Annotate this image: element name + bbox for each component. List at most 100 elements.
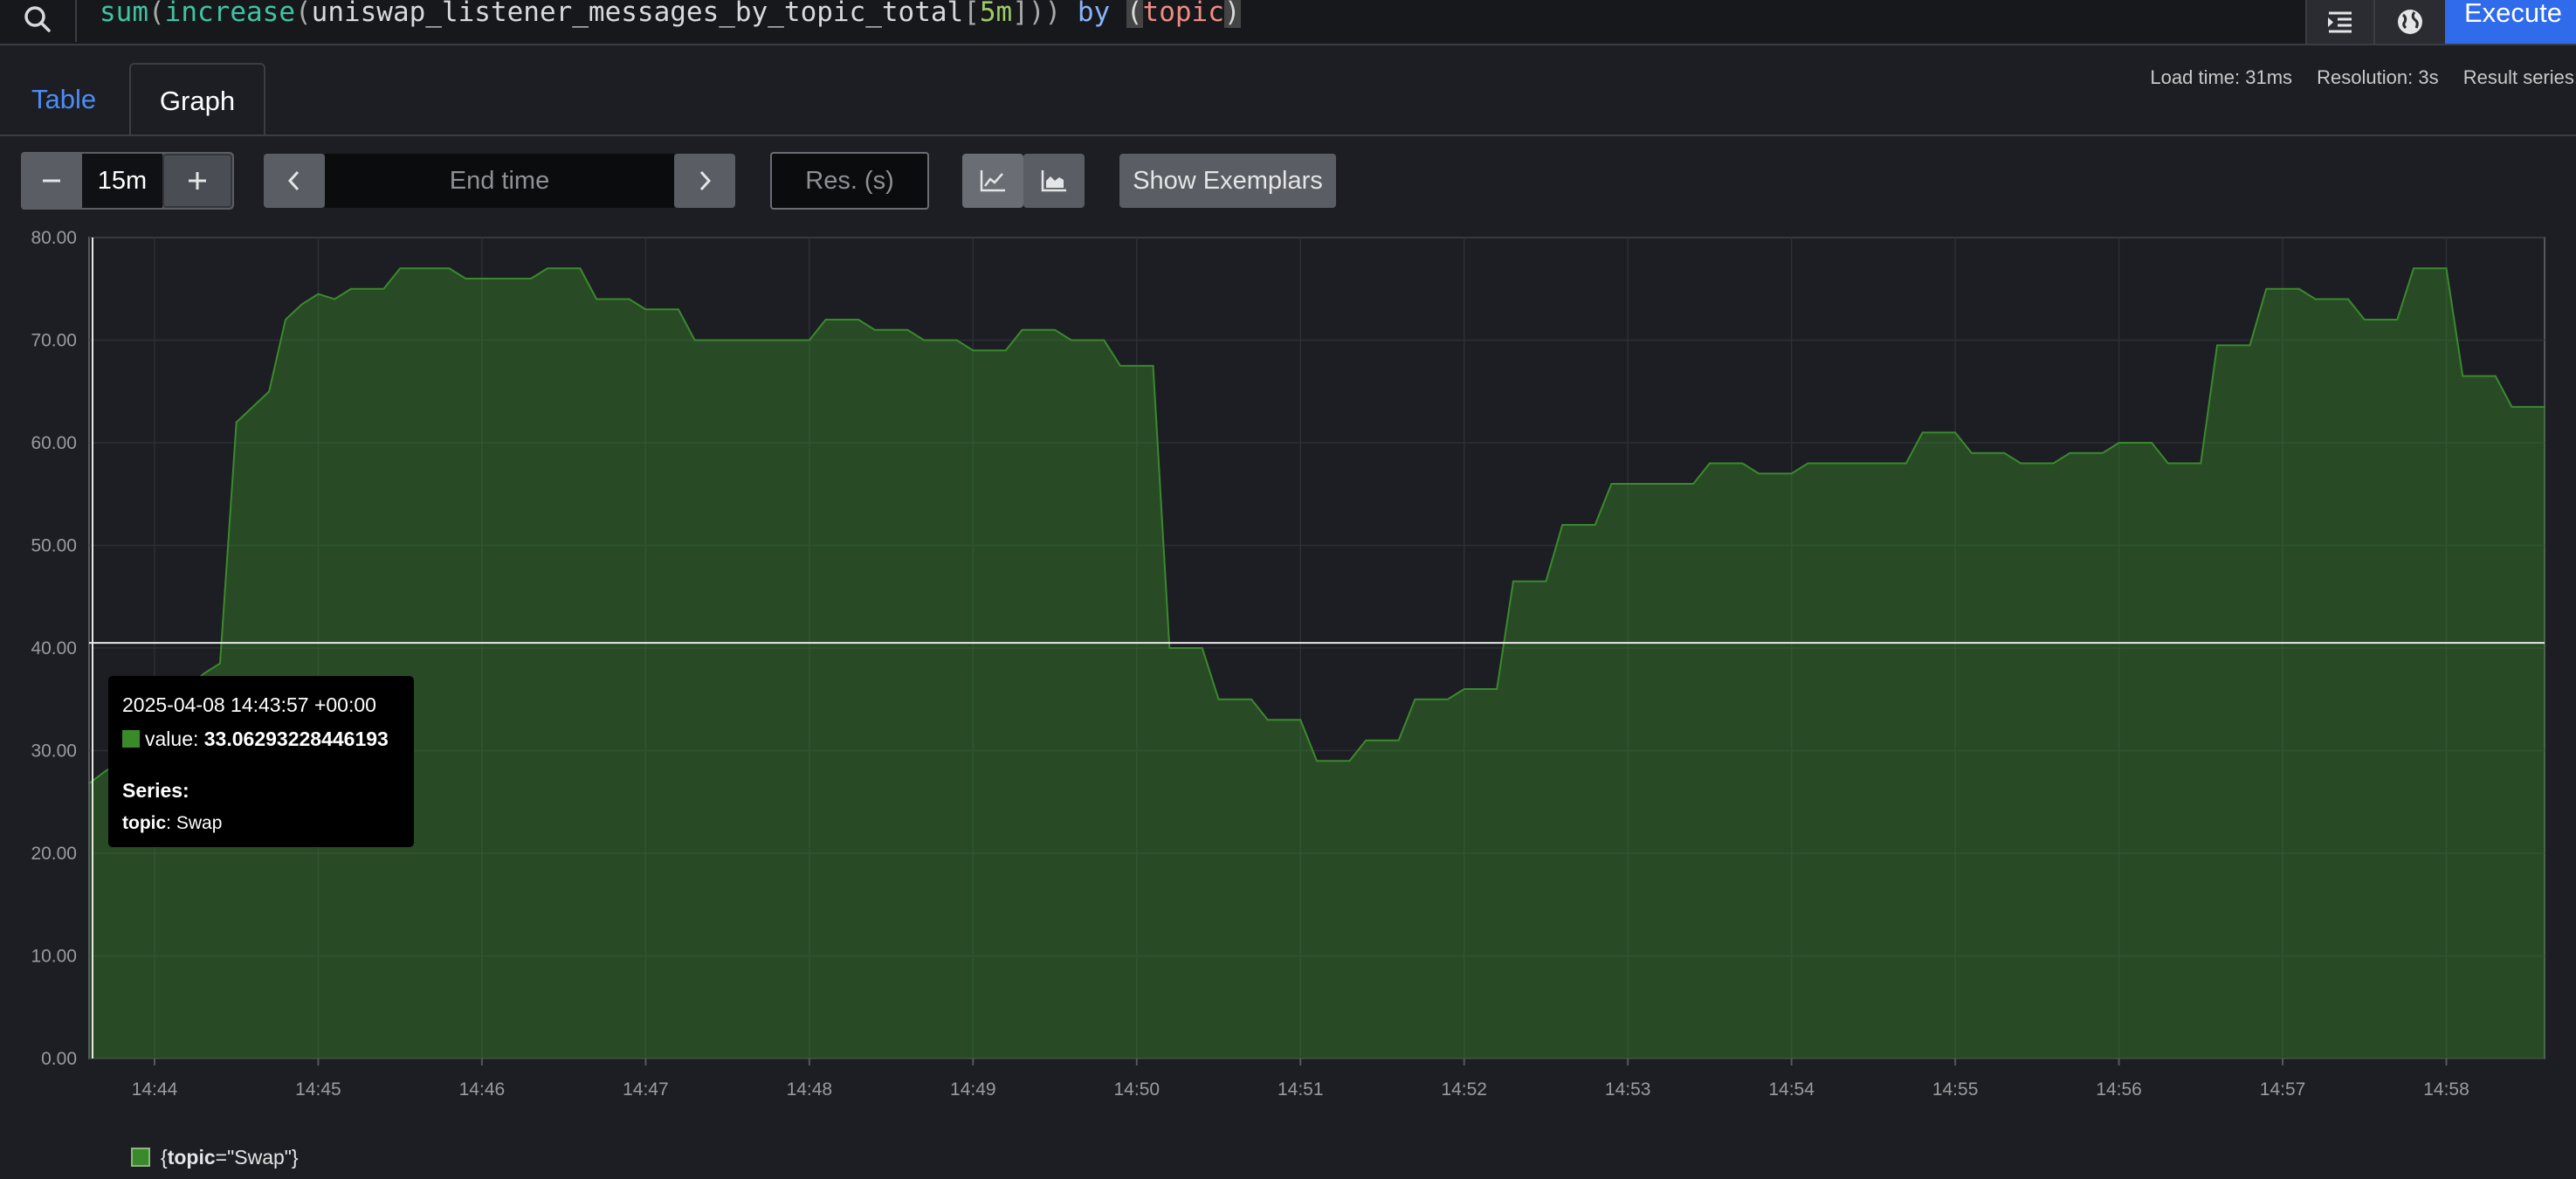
x-tick-label: 14:57 (2260, 1079, 2306, 1100)
series-point (382, 287, 385, 290)
series-point (285, 319, 286, 321)
tabs-divider (0, 134, 2576, 136)
x-tick-label: 14:46 (459, 1079, 506, 1100)
execute-button[interactable]: Execute (2445, 0, 2576, 44)
query-duration: 5m (979, 0, 1013, 28)
series-point (1709, 462, 1711, 465)
series-point (1610, 483, 1613, 485)
query-metric: uniswap_listener_messages_by_topic_total (311, 0, 964, 28)
series-point (219, 662, 221, 665)
query-paren: ( (294, 0, 312, 28)
increase-range-button[interactable] (162, 154, 232, 208)
x-tick-label: 14:54 (1768, 1079, 1815, 1100)
series-point (2462, 375, 2464, 377)
series-point (268, 390, 271, 393)
list-indent-icon[interactable] (2305, 0, 2373, 44)
result-series: Result series: (2462, 66, 2576, 88)
x-tick-label: 14:49 (950, 1079, 996, 1100)
series-point (2052, 462, 2055, 465)
series-point (300, 303, 303, 306)
series-point (2314, 298, 2317, 300)
chevron-left-icon (287, 170, 300, 191)
series-point (547, 267, 548, 270)
next-time-button[interactable] (674, 154, 735, 208)
series-point (1463, 688, 1465, 690)
series-point (2363, 319, 2366, 321)
query-paren: ( (1126, 0, 1143, 28)
series-point (809, 339, 810, 341)
series-point (972, 349, 975, 352)
x-tick-label: 14:55 (1932, 1079, 1979, 1100)
series-point (1971, 452, 1973, 454)
x-tick-label: 14:56 (2096, 1079, 2142, 1100)
series-point (2020, 462, 2022, 465)
globe-icon[interactable] (2373, 0, 2445, 44)
stacked-area-button[interactable] (1023, 154, 1085, 208)
series-point (1807, 462, 1809, 465)
query-fn-increase: increase (164, 0, 295, 28)
show-exemplars-button[interactable]: Show Exemplars (1119, 154, 1336, 208)
search-icon[interactable] (0, 0, 77, 42)
range-input[interactable]: 15m (82, 154, 162, 208)
chevron-right-icon (699, 170, 712, 191)
end-time-input[interactable]: End time (325, 154, 674, 208)
query-expression-input[interactable]: sum(increase(uniswap_listener_messages_b… (100, 0, 1241, 37)
y-tick-label: 60.00 (31, 433, 77, 453)
x-tick-label: 14:48 (787, 1079, 833, 1100)
series-point (1545, 580, 1547, 583)
y-tick-label: 70.00 (31, 331, 77, 351)
tooltip-value-row: value: 33.06293228446193 (122, 727, 400, 751)
series-point (1397, 739, 1400, 741)
series-point (2347, 298, 2349, 300)
graph-tooltip: 2025-04-08 14:43:57 +00:00 value: 33.062… (108, 676, 414, 847)
series-point (2445, 267, 2448, 270)
series-point (1250, 698, 1252, 700)
series-point (1103, 339, 1105, 341)
series-point (1496, 688, 1498, 690)
unstacked-lines-button[interactable] (962, 154, 1023, 208)
legend-label-rest: ="Swap"} (215, 1146, 299, 1169)
series-point (2396, 319, 2399, 321)
series-point (923, 339, 925, 341)
x-tick-label: 14:50 (1114, 1079, 1161, 1100)
decrease-range-button[interactable] (21, 152, 82, 210)
tab-graph[interactable]: Graph (129, 63, 265, 136)
series-point (1414, 698, 1416, 700)
query-fn-sum: sum (100, 0, 148, 28)
series-point (2298, 287, 2300, 290)
series-point (251, 406, 254, 408)
resolution-input[interactable]: Res. (s) (770, 152, 929, 210)
series-point (2249, 344, 2251, 347)
tab-table[interactable]: Table (31, 84, 97, 114)
query-label: topic (1142, 0, 1224, 28)
area-chart-icon (1041, 170, 1066, 192)
series-point (2200, 462, 2202, 465)
series-point (2511, 406, 2513, 408)
y-tick-label: 40.00 (31, 638, 77, 658)
series-point (1758, 472, 1760, 475)
y-tick-label: 80.00 (31, 229, 77, 248)
x-tick-label: 14:58 (2423, 1079, 2469, 1100)
series-point (678, 308, 679, 311)
series-point (1021, 328, 1023, 331)
y-tick-label: 10.00 (31, 947, 77, 967)
series-point (2118, 442, 2120, 444)
series-point (596, 298, 597, 300)
series-point (1447, 698, 1449, 700)
tooltip-label-value: Swap (176, 813, 223, 833)
series-point (1299, 719, 1302, 721)
graph-chart[interactable]: 0.00 10.00 20.00 30.00 40.00 50.00 60.00 70.00 8… (0, 229, 2576, 1128)
query-keyword-by: by (1077, 0, 1111, 28)
legend-item[interactable]: {topic="Swap"} (131, 1146, 299, 1169)
tooltip-series-title: Series: (122, 779, 189, 802)
series-point (1005, 349, 1007, 352)
series-point (858, 319, 859, 321)
series-point (1152, 365, 1154, 367)
series-point (2544, 406, 2545, 408)
tooltip-value: 33.06293228446193 (203, 727, 389, 750)
series-point (88, 783, 90, 784)
series-point (2069, 452, 2071, 454)
legend-label-key: topic (167, 1146, 216, 1169)
series-point (530, 278, 532, 279)
previous-time-button[interactable] (264, 154, 325, 208)
